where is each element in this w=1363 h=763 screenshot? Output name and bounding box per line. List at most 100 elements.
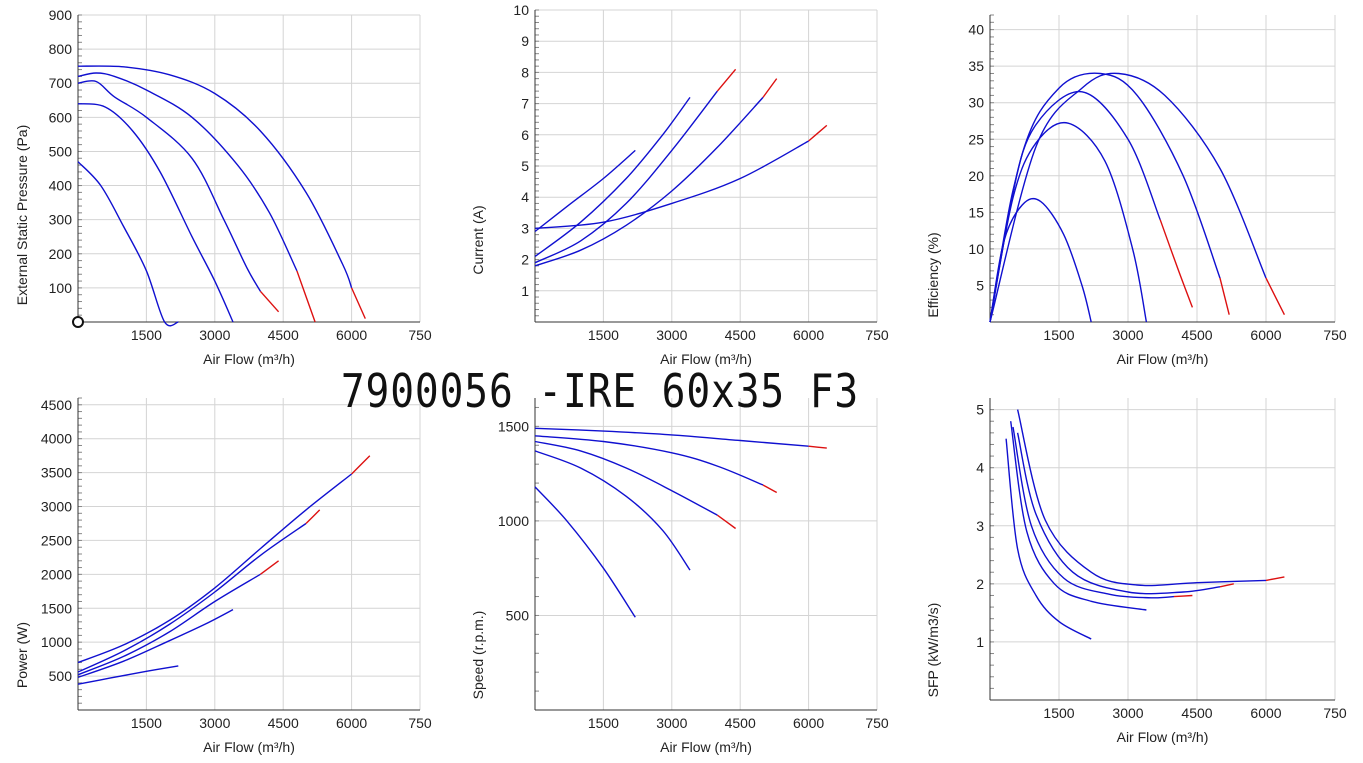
y-tick-label: 1000 [41, 634, 72, 650]
series-line-2 [77, 608, 234, 679]
series-line-end-4 [305, 509, 321, 524]
x-tick-label: 4500 [1181, 327, 1212, 343]
series-line-3 [534, 90, 718, 264]
series-line-5 [989, 72, 1267, 323]
x-tick-label: 6000 [336, 715, 367, 731]
x-tick-label: 4500 [725, 327, 756, 343]
y-tick-label: 10 [513, 2, 529, 18]
series-line-1 [534, 149, 636, 233]
y-tick-label: 500 [49, 668, 73, 684]
y-tick-label: 300 [49, 212, 73, 228]
series-line-3 [77, 573, 261, 676]
x-tick-label: 3000 [656, 327, 687, 343]
x-axis-title: Air Flow (m³/h) [660, 351, 752, 367]
series-line-1 [534, 486, 636, 618]
y-tick-label: 6 [521, 127, 529, 143]
x-tick-label: 1500 [131, 715, 162, 731]
series-line-end-3 [1173, 594, 1193, 598]
series-line-3 [1012, 426, 1175, 599]
y-tick-label: 700 [49, 75, 73, 91]
y-tick-label: 25 [968, 131, 984, 147]
x-tick-label: 6000 [1250, 327, 1281, 343]
x-tick-label: 1500 [1043, 705, 1074, 721]
x-tick-label: 750 [865, 715, 889, 731]
series-line-4 [77, 522, 307, 673]
y-tick-label: 40 [968, 22, 984, 38]
y-tick-label: 1000 [498, 513, 529, 529]
series-line-2 [77, 103, 234, 323]
series-line-3 [989, 91, 1161, 323]
series-line-5 [534, 140, 809, 230]
operating-point-marker [72, 316, 84, 328]
x-tick-label: 1500 [131, 327, 162, 343]
series-line-4 [989, 72, 1221, 323]
y-tick-label: 500 [506, 607, 530, 623]
series-line-4 [534, 435, 764, 486]
y-axis-title: Current (A) [470, 205, 486, 274]
y-tick-label: 5 [976, 277, 984, 293]
series-line-end-5 [808, 124, 828, 142]
y-tick-label: 20 [968, 168, 984, 184]
series-line-5 [1016, 409, 1267, 587]
series-line-5 [77, 65, 353, 289]
y-tick-label: 8 [521, 64, 529, 80]
series-line-2 [534, 96, 691, 258]
x-tick-label: 1500 [588, 327, 619, 343]
series-line-end-3 [1159, 219, 1194, 308]
y-axis-title: Power (W) [14, 622, 30, 688]
series-line-3 [534, 440, 718, 516]
x-tick-label: 3000 [1112, 705, 1143, 721]
y-tick-label: 500 [49, 143, 73, 159]
y-tick-label: 900 [49, 7, 73, 23]
series-line-end-5 [1265, 277, 1286, 316]
y-tick-label: 30 [968, 95, 984, 111]
y-tick-label: 1500 [498, 418, 529, 434]
y-tick-label: 1 [976, 634, 984, 650]
y-tick-label: 9 [521, 33, 529, 49]
y-tick-label: 5 [976, 402, 984, 418]
x-tick-label: 4500 [268, 327, 299, 343]
y-tick-label: 4 [976, 460, 984, 476]
y-tick-label: 10 [968, 241, 984, 257]
y-tick-label: 3500 [41, 465, 72, 481]
x-tick-label: 6000 [336, 327, 367, 343]
y-tick-label: 35 [968, 58, 984, 74]
x-tick-label: 750 [408, 715, 432, 731]
x-tick-label: 4500 [268, 715, 299, 731]
y-tick-label: 4 [521, 189, 529, 205]
y-tick-label: 7 [521, 96, 529, 112]
series-line-end-5 [808, 445, 827, 449]
series-line-end-4 [1219, 277, 1230, 315]
series-line-end-3 [259, 560, 280, 575]
series-line-1 [1005, 438, 1092, 640]
y-tick-label: 800 [49, 41, 73, 57]
y-tick-label: 15 [968, 204, 984, 220]
series-line-end-4 [296, 270, 316, 323]
series-line-end-4 [762, 78, 778, 98]
x-axis-title: Air Flow (m³/h) [203, 351, 295, 367]
x-tick-label: 750 [1323, 705, 1347, 721]
y-tick-label: 600 [49, 109, 73, 125]
series-line-end-3 [259, 290, 280, 313]
x-axis-title: Air Flow (m³/h) [660, 739, 752, 755]
series-line-2 [534, 450, 691, 571]
x-tick-label: 750 [408, 327, 432, 343]
series-line-end-5 [351, 455, 371, 475]
y-tick-label: 3 [521, 220, 529, 236]
y-tick-label: 1500 [41, 600, 72, 616]
x-tick-label: 3000 [199, 327, 230, 343]
series-line-end-3 [716, 514, 737, 530]
y-tick-label: 4000 [41, 431, 72, 447]
x-axis-title: Air Flow (m³/h) [1117, 351, 1209, 367]
x-tick-label: 1500 [1043, 327, 1074, 343]
series-line-end-4 [762, 484, 778, 494]
series-line-2 [1010, 421, 1147, 611]
y-tick-label: 100 [49, 280, 73, 296]
y-axis-title: SFP (kW/m3/s) [925, 603, 941, 698]
y-tick-label: 2 [521, 252, 529, 268]
series-line-end-5 [350, 287, 366, 319]
x-tick-label: 6000 [793, 327, 824, 343]
series-line-end-3 [716, 68, 737, 92]
series-line-3 [77, 80, 262, 292]
y-axis-title: Efficiency (%) [925, 232, 941, 317]
